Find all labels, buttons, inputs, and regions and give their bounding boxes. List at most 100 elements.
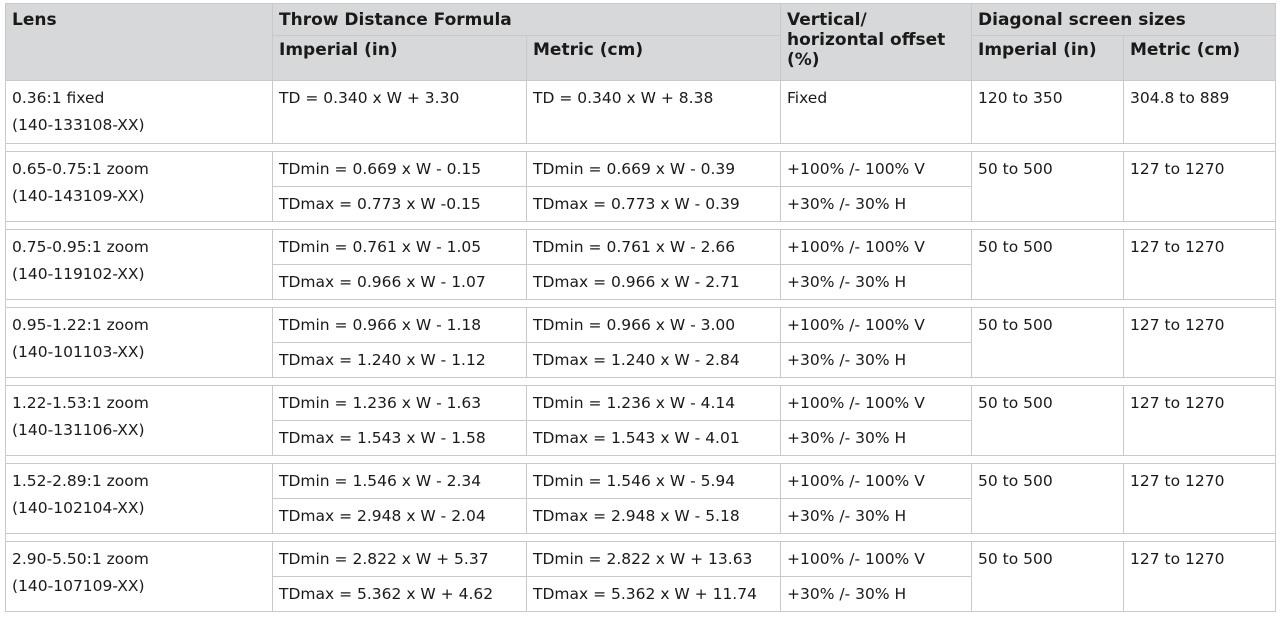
table-row: 1.22-1.53:1 zoom (140-131106-XX) TDmin = 1… <box>5 385 1277 456</box>
lens-cell: 2.90-5.50:1 zoom (140-107109-XX) <box>5 541 273 612</box>
formula-max-imperial: TDmax = 0.773 x W -0.15 <box>272 186 527 222</box>
diag-imperial: 50 to 500 <box>971 385 1124 456</box>
offset-vertical: +100% /- 100% V <box>780 385 972 421</box>
diag-metric: 304.8 to 889 <box>1122 80 1277 144</box>
table-header: Lens Throw Distance Formula Vertical/ ho… <box>5 3 1277 81</box>
separator-cell <box>4 143 1277 152</box>
formula-max-imperial: TDmax = 2.948 x W - 2.04 <box>272 498 527 534</box>
formula-min-metric: TDmin = 2.822 x W + 13.63 <box>526 541 781 577</box>
offset-horizontal: +30% /- 30% H <box>780 342 972 378</box>
header-offset-line1: Vertical/ <box>787 10 867 30</box>
header-offset-line2: horizontal offset <box>787 30 946 50</box>
table-row: 0.95-1.22:1 zoom (140-101103-XX) TDmin = 0… <box>5 307 1277 378</box>
lens-name: 0.95-1.22:1 zoom <box>12 316 149 334</box>
formula-max-metric: TDmax = 2.948 x W - 5.18 <box>526 498 781 534</box>
table-row: 0.65-0.75:1 zoom (140-143109-XX) TDmin = 0… <box>5 151 1277 222</box>
lens-name: 0.65-0.75:1 zoom <box>12 160 149 178</box>
formula-imperial: TD = 0.340 x W + 3.30 <box>272 80 527 144</box>
throw-distance-table: Lens Throw Distance Formula Vertical/ ho… <box>4 3 1277 612</box>
diag-metric: 127 to 1270 <box>1122 151 1277 222</box>
lens-name: 0.36:1 fixed <box>12 89 105 107</box>
table-row-fixed: 0.36:1 fixed (140-133108-XX) TD = 0.340 … <box>5 80 1277 144</box>
formula-min-metric: TDmin = 0.966 x W - 3.00 <box>526 307 781 343</box>
header-diag-imperial: Imperial (in) <box>971 35 1124 81</box>
formula-min-imperial: TDmin = 0.761 x W - 1.05 <box>272 229 527 265</box>
formula-max-imperial: TDmax = 0.966 x W - 1.07 <box>272 264 527 300</box>
offset-vertical: +100% /- 100% V <box>780 151 972 187</box>
lens-cell: 0.36:1 fixed (140-133108-XX) <box>5 80 273 144</box>
formula-min-metric: TDmin = 0.761 x W - 2.66 <box>526 229 781 265</box>
formula-min-metric: TDmin = 0.669 x W - 0.39 <box>526 151 781 187</box>
lens-name: 2.90-5.50:1 zoom <box>12 550 149 568</box>
lens-part-number: (140-131106-XX) <box>12 421 145 439</box>
header-lens: Lens <box>5 3 273 81</box>
row-separator <box>4 299 1277 308</box>
lens-part-number: (140-107109-XX) <box>12 577 145 595</box>
diag-metric: 127 to 1270 <box>1122 307 1277 378</box>
table-row: 1.52-2.89:1 zoom (140-102104-XX) TDmin = 1… <box>5 463 1277 534</box>
table-body: 0.36:1 fixed (140-133108-XX) TD = 0.340 … <box>4 80 1277 612</box>
formula-max-imperial: TDmax = 5.362 x W + 4.62 <box>272 576 527 612</box>
formula-min-imperial: TDmin = 2.822 x W + 5.37 <box>272 541 527 577</box>
diag-imperial: 50 to 500 <box>971 307 1124 378</box>
offset-value: Fixed <box>780 80 972 144</box>
formula-max-metric: TDmax = 0.773 x W - 0.39 <box>526 186 781 222</box>
table-row: TDmax = 1.543 x W - 1.58 TDmax = 1.543 x … <box>6 420 1276 456</box>
table-row: TDmax = 5.362 x W + 4.62 TDmax = 5.362 x … <box>6 576 1276 612</box>
formula-max-metric: TDmax = 0.966 x W - 2.71 <box>526 264 781 300</box>
lens-cell: 0.95-1.22:1 zoom (140-101103-XX) <box>5 307 273 378</box>
offset-horizontal: +30% /- 30% H <box>780 498 972 534</box>
lens-name: 1.22-1.53:1 zoom <box>12 394 149 412</box>
diag-imperial: 50 to 500 <box>971 463 1124 534</box>
lens-cell: 1.52-2.89:1 zoom (140-102104-XX) <box>5 463 273 534</box>
table-row: TDmax = 2.948 x W - 2.04 TDmax = 2.948 x … <box>6 498 1276 534</box>
formula-max-imperial: TDmax = 1.543 x W - 1.58 <box>272 420 527 456</box>
lens-part-number: (140-119102-XX) <box>12 265 145 283</box>
formula-min-imperial: TDmin = 0.966 x W - 1.18 <box>272 307 527 343</box>
formula-max-metric: TDmax = 1.240 x W - 2.84 <box>526 342 781 378</box>
formula-max-metric: TDmax = 5.362 x W + 11.74 <box>526 576 781 612</box>
diag-metric: 127 to 1270 <box>1122 541 1277 612</box>
header-offset: Vertical/ horizontal offset (%) <box>780 3 972 81</box>
table-row: 0.75-0.95:1 zoom (140-119102-XX) TDmin = 0… <box>5 229 1277 300</box>
lens-name: 1.52-2.89:1 zoom <box>12 472 149 490</box>
header-metric: Metric (cm) <box>526 35 781 81</box>
header-diag-metric: Metric (cm) <box>1122 35 1277 81</box>
formula-min-metric: TDmin = 1.546 x W - 5.94 <box>526 463 781 499</box>
formula-min-imperial: TDmin = 0.669 x W - 0.15 <box>272 151 527 187</box>
offset-horizontal: +30% /- 30% H <box>780 420 972 456</box>
row-separator <box>4 533 1277 542</box>
separator-cell <box>4 455 1277 464</box>
separator-cell <box>4 533 1277 542</box>
row-separator <box>4 455 1277 464</box>
formula-max-metric: TDmax = 1.543 x W - 4.01 <box>526 420 781 456</box>
table-row: TDmax = 0.773 x W -0.15 TDmax = 0.773 x W… <box>6 186 1276 222</box>
formula-metric: TD = 0.340 x W + 8.38 <box>526 80 781 144</box>
offset-horizontal: +30% /- 30% H <box>780 576 972 612</box>
diag-imperial: 50 to 500 <box>971 541 1124 612</box>
diag-imperial: 50 to 500 <box>971 229 1124 300</box>
offset-vertical: +100% /- 100% V <box>780 541 972 577</box>
separator-cell <box>4 299 1277 308</box>
separator-cell <box>4 221 1277 230</box>
header-throw-distance: Throw Distance Formula <box>272 3 781 36</box>
lens-name: 0.75-0.95:1 zoom <box>12 238 149 256</box>
lens-cell: 0.65-0.75:1 zoom (140-143109-XX) <box>5 151 273 222</box>
diag-metric: 127 to 1270 <box>1122 463 1277 534</box>
formula-min-imperial: TDmin = 1.546 x W - 2.34 <box>272 463 527 499</box>
lens-part-number: (140-101103-XX) <box>12 343 145 361</box>
formula-min-metric: TDmin = 1.236 x W - 4.14 <box>526 385 781 421</box>
offset-vertical: +100% /- 100% V <box>780 463 972 499</box>
row-separator <box>4 377 1277 386</box>
offset-horizontal: +30% /- 30% H <box>780 264 972 300</box>
diag-imperial: 120 to 350 <box>971 80 1124 144</box>
lens-part-number: (140-143109-XX) <box>12 187 145 205</box>
offset-vertical: +100% /- 100% V <box>780 307 972 343</box>
row-separator <box>4 221 1277 230</box>
offset-horizontal: +30% /- 30% H <box>780 186 972 222</box>
separator-cell <box>4 377 1277 386</box>
lens-cell: 0.75-0.95:1 zoom (140-119102-XX) <box>5 229 273 300</box>
row-separator <box>4 143 1277 152</box>
table-row: 2.90-5.50:1 zoom (140-107109-XX) TDmin = 2… <box>5 541 1277 612</box>
table-row: TDmax = 1.240 x W - 1.12 TDmax = 1.240 x … <box>6 342 1276 378</box>
